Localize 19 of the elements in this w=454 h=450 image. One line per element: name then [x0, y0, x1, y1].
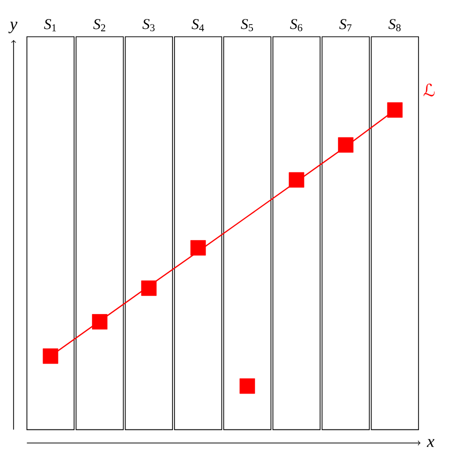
y-axis-title: y [8, 22, 18, 34]
point [288, 172, 304, 188]
x-tick-label: S$_{2}$ [93, 19, 106, 32]
point [338, 137, 354, 153]
x-tick-label: S$_{5}$ [240, 19, 253, 32]
point [240, 378, 256, 394]
x-tick-label: S$_{8}$ [388, 19, 401, 32]
point [190, 240, 206, 256]
x-tick-label: S$_{7}$ [339, 19, 352, 32]
x-tick-label: S$_{3}$ [142, 19, 155, 32]
point [92, 314, 108, 330]
point [141, 280, 157, 296]
x-tick-label: S$_{1}$ [44, 19, 56, 32]
x-axis-title: x [426, 439, 434, 447]
x-tick-label: S$_{6}$ [290, 19, 302, 32]
point [42, 348, 58, 364]
x-tick-label: S$_{4}$ [192, 19, 204, 32]
series-label: ℒ [424, 84, 435, 96]
point [387, 102, 403, 118]
